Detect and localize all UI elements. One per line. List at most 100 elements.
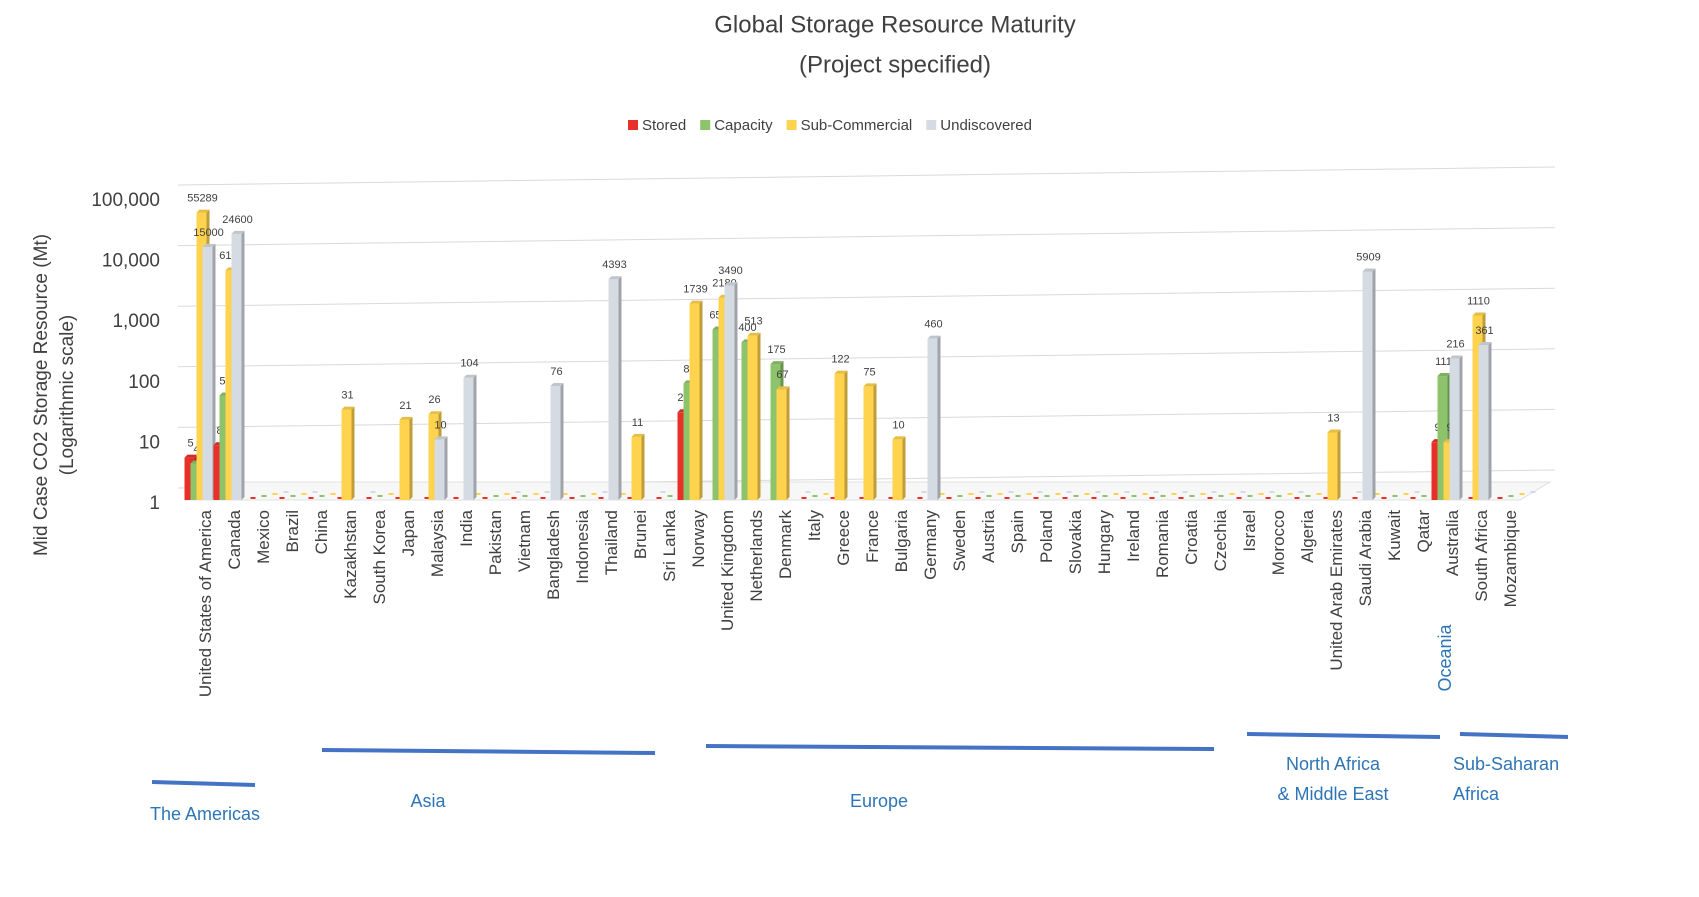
data-label: 31 <box>341 390 353 402</box>
bar <box>683 383 694 500</box>
bar <box>196 212 207 500</box>
bar-side <box>560 383 564 500</box>
bar <box>434 439 445 500</box>
x-tick-label: China <box>312 509 331 554</box>
x-tick-label: Ireland <box>1124 510 1143 562</box>
bar <box>219 395 230 500</box>
bar-top <box>770 361 784 365</box>
bar-top <box>892 436 906 440</box>
bar-top <box>463 374 477 378</box>
bar-top <box>863 383 877 387</box>
bar-top <box>1478 342 1492 346</box>
x-tick-label: Hungary <box>1095 510 1114 575</box>
region-line <box>151 780 256 787</box>
data-label: 5 <box>187 438 193 450</box>
region-label: Africa <box>1453 784 1500 804</box>
x-tick-label: Kuwait <box>1385 510 1404 561</box>
y-tick-label: 100 <box>128 372 160 393</box>
y-tick-label: 10 <box>139 432 160 453</box>
region-label: Oceania <box>1435 623 1455 691</box>
bar <box>550 386 561 500</box>
x-tick-label: Vietnam <box>515 510 534 572</box>
region-line <box>1246 732 1441 739</box>
x-tick-label: Austria <box>979 509 998 562</box>
bar <box>428 414 439 500</box>
data-label: 400 <box>738 322 756 334</box>
data-label: 460 <box>924 319 942 331</box>
x-tick-label: Kazakhstan <box>341 510 360 599</box>
bar-side <box>641 433 645 500</box>
y-tick-label: 1 <box>149 493 160 514</box>
bar-side <box>1372 268 1376 500</box>
bar-top <box>196 209 210 213</box>
bar <box>741 342 752 500</box>
bar-top <box>428 411 442 415</box>
data-label: 21 <box>399 400 411 412</box>
bar <box>341 409 352 500</box>
x-tick-label: United States of America <box>196 509 215 697</box>
bar <box>1443 442 1454 500</box>
bar-top <box>202 243 216 247</box>
y-axis-note: (Logarithmic scale) <box>57 315 78 476</box>
bar <box>677 412 688 500</box>
bar-top <box>776 386 790 390</box>
x-tick-label: France <box>863 510 882 563</box>
x-tick-label: Malaysia <box>428 509 447 577</box>
data-label: 5909 <box>1356 251 1380 263</box>
x-tick-label: Saudi Arabia <box>1356 509 1375 606</box>
bar-side <box>699 300 703 500</box>
data-label: 513 <box>744 316 762 328</box>
bar-top <box>1449 355 1463 359</box>
data-label: 24600 <box>222 214 253 226</box>
x-tick-label: India <box>457 509 476 546</box>
region-line <box>1459 732 1569 739</box>
data-label: 15000 <box>193 227 224 239</box>
bar <box>1472 315 1483 500</box>
x-tick-label: Mozambique <box>1501 510 1520 607</box>
x-tick-label: Qatar <box>1414 510 1433 553</box>
bar-top <box>1362 268 1376 272</box>
x-tick-label: Thailand <box>602 510 621 575</box>
region-label: Sub-Saharan <box>1453 754 1559 774</box>
x-tick-label: Croatia <box>1182 509 1201 564</box>
data-label: 361 <box>1475 325 1493 337</box>
bar <box>463 377 474 500</box>
bar <box>184 457 195 500</box>
bar-side <box>786 386 790 500</box>
bar-side <box>473 374 477 500</box>
x-tick-label: Norway <box>689 510 708 568</box>
bar-side <box>844 370 848 500</box>
data-label: 111 <box>1435 356 1452 368</box>
x-tick-label: Poland <box>1037 510 1056 563</box>
bar-top <box>1327 429 1341 433</box>
x-tick-label: Brazil <box>283 510 302 553</box>
x-tick-label: United Kingdom <box>718 510 737 631</box>
y-tick-label: 100,000 <box>91 190 160 211</box>
x-tick-label: Czechia <box>1211 509 1230 571</box>
region-line <box>705 744 1215 751</box>
x-tick-label: Pakistan <box>486 510 505 575</box>
bar <box>770 364 781 500</box>
data-label: 10 <box>434 419 446 431</box>
bar-side <box>351 406 355 500</box>
bar-side <box>1488 342 1492 500</box>
bar-side <box>241 230 245 500</box>
x-tick-label: United Arab Emirates <box>1327 510 1346 671</box>
x-tick-label: Japan <box>399 510 418 556</box>
x-tick-label: Netherlands <box>747 510 766 602</box>
bar-top <box>184 454 198 458</box>
data-label: 175 <box>767 344 785 356</box>
bar-side <box>1459 355 1463 500</box>
bar <box>712 329 723 500</box>
x-tick-label: Greece <box>834 510 853 566</box>
chart-subtitle: (Project specified) <box>799 51 991 78</box>
bar-side <box>902 436 906 500</box>
legend-swatch <box>700 120 711 130</box>
bar-top <box>550 383 564 387</box>
region-label: Asia <box>410 791 446 811</box>
bar <box>213 445 224 500</box>
y-tick-label: 10,000 <box>102 251 160 272</box>
grid-line <box>177 287 1556 307</box>
bar-side <box>873 383 877 500</box>
